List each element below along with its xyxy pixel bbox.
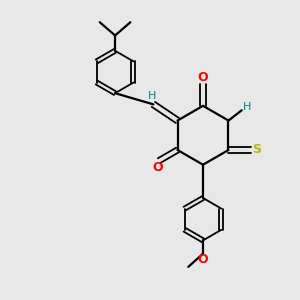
Text: O: O — [198, 71, 208, 84]
Text: O: O — [198, 253, 208, 266]
Text: S: S — [253, 143, 262, 157]
Text: H: H — [148, 91, 156, 101]
Text: O: O — [152, 160, 163, 174]
Text: H: H — [243, 102, 251, 112]
